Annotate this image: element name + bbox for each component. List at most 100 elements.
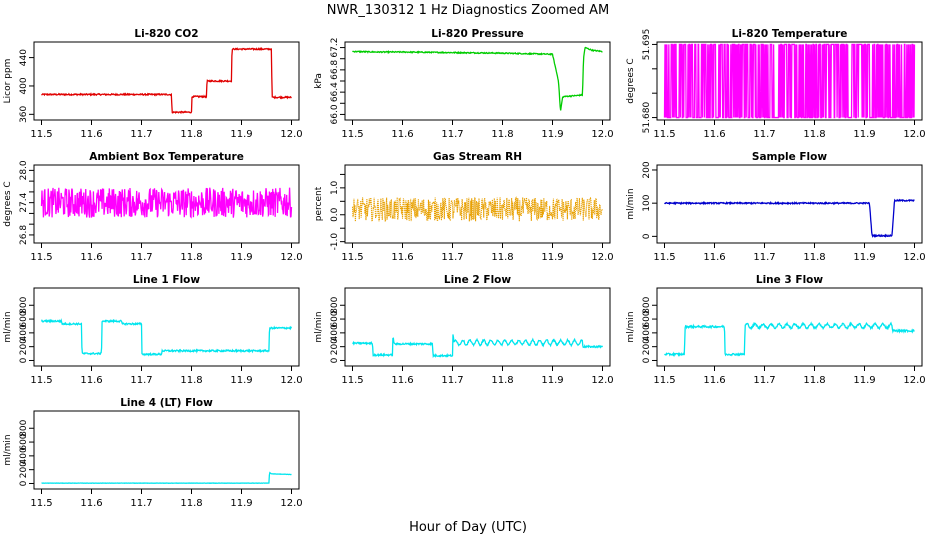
y-tick-label: 200: [330, 338, 340, 355]
y-tick-label: 1.0: [330, 180, 340, 195]
x-tick-label: 11.5: [653, 129, 675, 140]
plot-frame: [33, 41, 300, 121]
x-tick-label: 11.5: [653, 252, 675, 263]
y-tick-label: 360: [19, 105, 29, 122]
y-axis-label: ml/min: [3, 434, 13, 465]
y-tick-label: 51.680: [642, 102, 652, 134]
x-tick-label: 11.6: [80, 129, 102, 140]
x-tick-label: 11.7: [130, 498, 152, 509]
figure-x-axis-label: Hour of Day (UTC): [409, 520, 527, 535]
x-tick-label: 11.9: [853, 252, 875, 263]
y-tick-label: 51.695: [642, 29, 652, 61]
x-tick-label: 11.9: [230, 252, 252, 263]
x-tick-label: 12.0: [903, 252, 925, 263]
x-tick-label: 11.8: [803, 252, 825, 263]
panel-title: Line 3 Flow: [756, 274, 823, 286]
plot-frame: [656, 164, 923, 244]
panel-co2: Li-820 CO2 11.5 11.6 11.7 11.8 11.9 12.0 360 400…: [3, 28, 303, 140]
panel-grid: Li-820 CO2 11.5 11.6 11.7 11.8 11.9 12.0 360 400…: [3, 28, 926, 509]
y-tick-label: 0: [642, 233, 652, 239]
x-tick-label: 11.8: [491, 252, 513, 263]
x-tick-label: 11.5: [30, 129, 52, 140]
y-tick-label: 200: [642, 161, 652, 178]
x-tick-label: 11.5: [653, 375, 675, 386]
panel-line3: Line 3 Flow 11.5 11.6 11.7 11.8 11.9 12.0 0 2004…: [626, 274, 926, 386]
y-axis-label: ml/min: [3, 311, 13, 342]
y-tick-label: 28.0: [19, 160, 29, 180]
series-line: [40, 318, 293, 357]
x-tick-label: 12.0: [280, 375, 302, 386]
series-line: [663, 43, 916, 119]
x-tick-label: 11.5: [341, 129, 363, 140]
x-tick-label: 12.0: [903, 129, 925, 140]
x-tick-label: 12.0: [903, 375, 925, 386]
y-axis-label: ml/min: [314, 311, 324, 342]
y-tick-label: 200: [19, 461, 29, 478]
panel-title: Li-820 Temperature: [732, 28, 848, 40]
y-tick-label: 800: [19, 419, 29, 436]
x-tick-label: 11.6: [391, 375, 413, 386]
x-tick-label: 11.8: [180, 252, 202, 263]
panel-title: Li-820 Pressure: [431, 28, 524, 40]
panel-line4: Line 4 (LT) Flow 11.5 11.6 11.7 11.8 11.9 12.0…: [3, 397, 303, 509]
y-tick-label: 0: [19, 357, 29, 363]
x-tick-label: 11.9: [853, 375, 875, 386]
series-line: [352, 334, 604, 359]
series-line: [664, 198, 915, 238]
panel-title: Sample Flow: [752, 151, 827, 163]
x-tick-label: 11.8: [180, 129, 202, 140]
series-line: [41, 47, 292, 115]
x-tick-label: 11.7: [441, 375, 463, 386]
plot-frame: [33, 164, 300, 244]
y-tick-label: 400: [330, 324, 340, 341]
x-tick-label: 11.5: [30, 498, 52, 509]
y-tick-label: 600: [19, 433, 29, 450]
x-tick-label: 12.0: [280, 498, 302, 509]
y-tick-label: 800: [642, 296, 652, 313]
x-tick-label: 11.7: [753, 252, 775, 263]
series-line: [40, 187, 293, 219]
x-tick-label: 11.9: [541, 252, 563, 263]
panel-title: Line 1 Flow: [133, 274, 200, 286]
plot-frame: [344, 164, 611, 244]
y-axis-label: Licor ppm: [3, 59, 13, 104]
panel-title: Line 2 Flow: [444, 274, 511, 286]
x-tick-label: 11.6: [703, 129, 725, 140]
x-tick-label: 11.8: [491, 375, 513, 386]
x-tick-label: 12.0: [591, 252, 613, 263]
y-axis-label: ml/min: [626, 188, 636, 219]
x-tick-label: 11.8: [180, 498, 202, 509]
series-line: [664, 321, 915, 358]
y-axis-label: percent: [314, 186, 324, 221]
y-tick-label: 400: [19, 77, 29, 94]
plot-frame: [33, 410, 300, 490]
x-tick-label: 11.6: [703, 252, 725, 263]
x-tick-label: 11.8: [803, 375, 825, 386]
y-axis-label: kPa: [314, 73, 324, 89]
y-tick-label: 440: [19, 49, 29, 66]
y-tick-label: 600: [19, 310, 29, 327]
y-axis-label: ml/min: [626, 311, 636, 342]
y-tick-label: 600: [330, 310, 340, 327]
panel-line1: Line 1 Flow 11.5 11.6 11.7 11.8 11.9 12.0 0 2004…: [3, 274, 303, 386]
y-tick-label: 800: [330, 296, 340, 313]
panel-title: Ambient Box Temperature: [89, 151, 244, 163]
x-tick-label: 11.7: [441, 252, 463, 263]
x-tick-label: 11.5: [30, 375, 52, 386]
y-tick-label: 400: [19, 324, 29, 341]
y-tick-label: 26.8: [19, 225, 29, 245]
y-axis-label: degrees C: [626, 58, 636, 103]
plot-frame: [344, 287, 611, 367]
panel-li820temp: Li-820 Temperature 11.5 11.6 11.7 11.8 11.9 12…: [626, 28, 926, 140]
x-tick-label: 11.7: [130, 252, 152, 263]
series-line: [351, 196, 603, 222]
panel-title: Line 4 (LT) Flow: [120, 397, 213, 409]
panel-title: Gas Stream RH: [433, 151, 522, 163]
y-tick-label: 27.4: [19, 192, 29, 212]
y-tick-label: 0: [642, 357, 652, 363]
x-tick-label: 11.5: [341, 252, 363, 263]
plot-frame: [656, 41, 923, 121]
x-tick-label: 11.8: [491, 129, 513, 140]
x-tick-label: 11.9: [230, 129, 252, 140]
y-tick-label: -1.0: [330, 233, 340, 251]
